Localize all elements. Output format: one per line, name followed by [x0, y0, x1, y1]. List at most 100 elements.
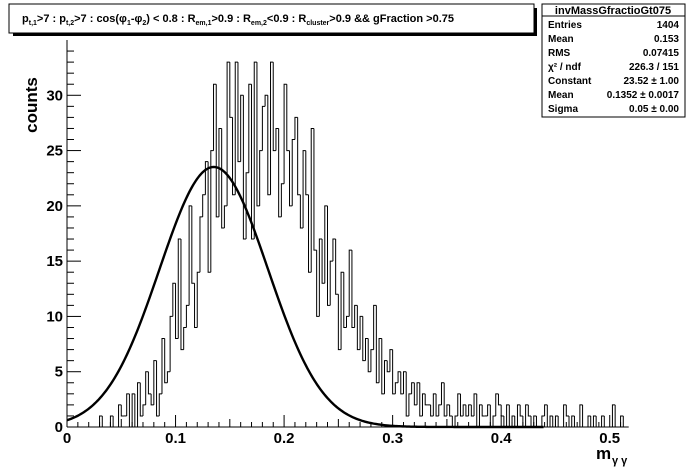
histogram-bin — [158, 393, 162, 416]
histogram-bin — [183, 326, 187, 350]
histogram-bin — [378, 338, 382, 383]
histogram-bin — [603, 415, 607, 428]
histogram-bin — [313, 128, 317, 251]
histogram-bin — [370, 349, 374, 372]
histogram-bin — [299, 194, 304, 229]
histogram-bin — [405, 371, 409, 417]
histogram-bin — [321, 239, 325, 284]
histogram-bin — [459, 393, 464, 417]
histogram-bin — [286, 84, 290, 152]
histogram-bin — [343, 272, 347, 328]
histogram-bin — [335, 239, 339, 295]
histogram-bin — [280, 183, 285, 217]
histogram-bin — [519, 404, 523, 417]
histogram-bin — [582, 404, 586, 428]
title-part: >0.9 && gFraction >0.75 — [329, 13, 454, 25]
histogram-bin — [156, 360, 160, 417]
stats-label: Sigma — [548, 104, 578, 115]
histogram-bin — [302, 150, 306, 228]
histogram-bin — [383, 360, 388, 394]
histogram-bin — [443, 382, 447, 417]
histogram-bin — [497, 393, 502, 406]
histogram-bin — [248, 83, 252, 173]
histogram-bin — [500, 404, 504, 417]
histogram-bin — [202, 194, 206, 217]
y-tick-label: 25 — [46, 143, 63, 160]
histogram-bin — [590, 415, 594, 428]
x-tick-label: 0.2 — [274, 430, 295, 447]
histogram-bin — [253, 61, 257, 240]
stats-label: Constant — [548, 76, 592, 87]
x-axis-title-sub: γ γ — [612, 455, 628, 467]
histogram-bin — [571, 415, 575, 427]
y-tick-label: 15 — [46, 253, 63, 270]
histogram-bin — [153, 360, 157, 405]
title-part: t,1 — [29, 20, 37, 27]
histogram-bin — [191, 205, 195, 284]
histogram-bin — [291, 139, 295, 206]
stats-value: 0.1352 ± 0.0017 — [607, 90, 680, 101]
histogram-bin — [549, 415, 553, 427]
stats-label: Mean — [548, 34, 574, 45]
histogram-bin — [454, 415, 458, 427]
histogram-bin — [278, 128, 282, 218]
histogram-bin — [411, 382, 415, 394]
histogram-bin — [440, 382, 445, 405]
histogram-bin — [462, 404, 466, 416]
histogram-bin — [351, 250, 355, 328]
stats-value: 1404 — [657, 20, 680, 31]
histogram-bin — [101, 415, 105, 428]
histogram-bin — [207, 161, 211, 273]
histogram-bin — [381, 338, 385, 395]
histogram-bin — [128, 393, 133, 428]
y-tick-label: 10 — [46, 308, 63, 325]
histogram-bin — [289, 150, 293, 207]
histogram-bin — [435, 393, 439, 417]
histogram-bin — [161, 338, 165, 394]
histogram-bin — [516, 404, 521, 427]
histogram-bin — [210, 150, 214, 273]
histogram-bin — [375, 305, 380, 384]
histogram-bin — [188, 205, 192, 306]
histogram-layer — [67, 61, 629, 428]
histogram-bin — [120, 404, 124, 417]
histogram-bin — [356, 305, 361, 351]
title-part: >7 : p — [37, 13, 66, 25]
histogram-bin — [232, 117, 236, 196]
histogram-bin — [446, 404, 450, 416]
title-part: 2 — [142, 20, 146, 27]
title-part: 1 — [127, 20, 131, 27]
histogram-bin — [367, 338, 371, 373]
histogram-bin — [139, 382, 143, 417]
histogram-bin — [601, 415, 605, 427]
x-tick-label: 0.4 — [491, 430, 513, 447]
histogram-bin — [346, 315, 350, 328]
histogram-bin — [573, 415, 578, 428]
histogram-bin — [552, 415, 556, 428]
histogram-bin — [204, 161, 209, 195]
x-tick-label: 0 — [63, 430, 71, 447]
histogram-bin — [348, 249, 352, 317]
histogram-bin — [478, 404, 483, 427]
histogram-bin — [481, 404, 485, 417]
histogram-bin — [166, 371, 171, 383]
histogram-bin — [563, 404, 567, 427]
stats-title: invMassGfractioGt075 — [555, 5, 671, 17]
histogram-bin — [112, 415, 116, 428]
histogram-bin — [164, 338, 168, 384]
stats-value: 23.52 ± 1.00 — [623, 76, 679, 87]
x-axis-title-main: m — [596, 444, 611, 463]
histogram-bin — [126, 393, 130, 416]
histogram-bin — [175, 283, 179, 340]
histogram-bin — [223, 205, 228, 228]
x-tick-label: 0.3 — [382, 430, 403, 447]
histogram-bin — [221, 128, 225, 229]
histogram-bin — [432, 393, 437, 416]
stats-value: 226.3 / 151 — [629, 62, 679, 73]
histogram-bin — [544, 404, 548, 416]
histogram-bin — [449, 404, 453, 417]
title-part: cluster — [306, 20, 329, 27]
histogram-bin — [194, 283, 198, 328]
histogram-bin — [332, 238, 336, 262]
